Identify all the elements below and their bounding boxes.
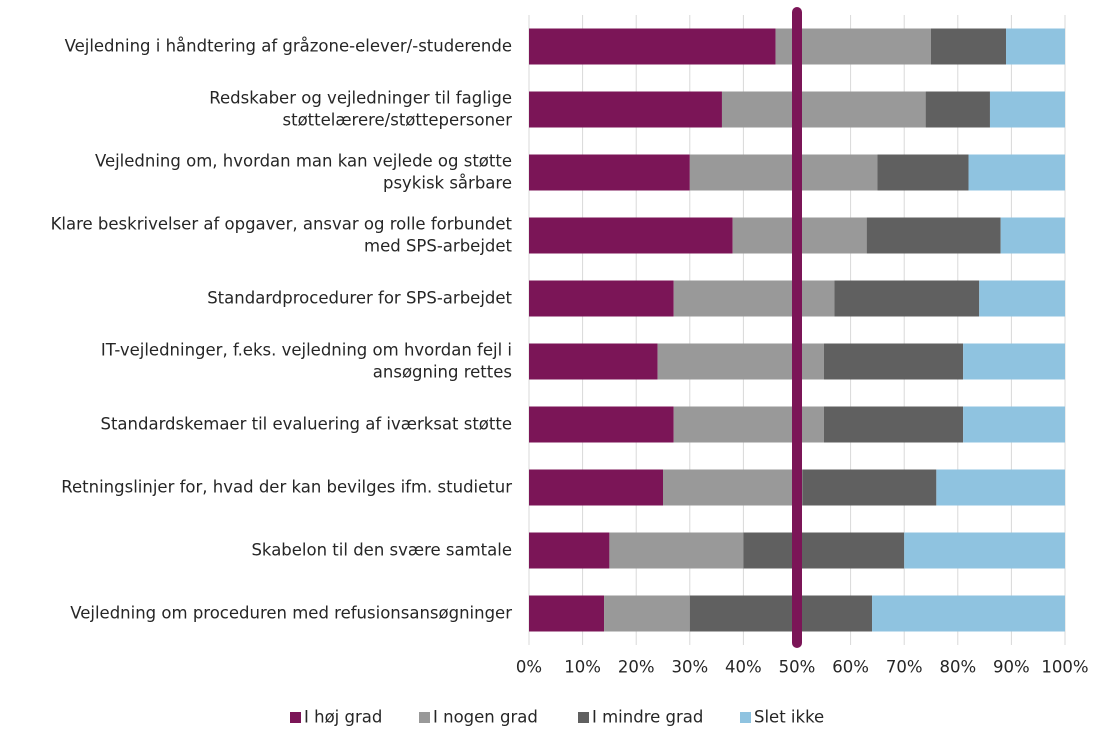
bar-segment xyxy=(877,154,969,191)
legend-swatch xyxy=(740,712,751,723)
bar-segment xyxy=(609,532,744,569)
category-label: Standardprocedurer for SPS-arbejdet xyxy=(207,288,512,307)
bar-segment xyxy=(925,91,990,128)
bar-segment xyxy=(968,154,1065,191)
x-tick-label: 30% xyxy=(671,658,708,677)
bar-segment xyxy=(802,469,937,506)
category-label: Retningslinjer for, hvad der kan bevilge… xyxy=(61,477,512,496)
bar-segment xyxy=(936,469,1065,506)
bar-segment xyxy=(1006,28,1065,65)
bar-segment xyxy=(963,343,1065,380)
bar-segment xyxy=(823,406,964,443)
category-label: IT-vejledninger, f.eks. vejledning om hv… xyxy=(101,340,512,381)
category-label: Redskaber og vejledninger til faglige stø… xyxy=(209,88,512,129)
legend-label: I høj grad xyxy=(304,708,382,727)
x-tick-label: 50% xyxy=(779,658,816,677)
x-tick-label: 90% xyxy=(993,658,1030,677)
bar-segment xyxy=(673,280,835,317)
legend-label: Slet ikke xyxy=(754,708,824,727)
x-tick-label: 0% xyxy=(516,658,542,677)
bar-segment xyxy=(529,28,776,65)
legend-label: I nogen grad xyxy=(433,708,538,727)
category-label: Skabelon til den svære samtale xyxy=(251,540,512,559)
bar-segment xyxy=(529,154,690,191)
bar-segment xyxy=(529,91,722,128)
bar-segment xyxy=(529,595,605,632)
bar-segment xyxy=(529,217,733,254)
bar-segment xyxy=(529,469,663,506)
legend-swatch xyxy=(578,712,589,723)
bar-segment xyxy=(721,91,926,128)
bar-segment xyxy=(989,91,1065,128)
legend-swatch xyxy=(290,712,301,723)
bar-segment xyxy=(904,532,1065,569)
bar-segment xyxy=(979,280,1065,317)
bar-segment xyxy=(834,280,980,317)
category-label: Vejledning i håndtering af gråzone-eleve… xyxy=(65,36,512,55)
bar-segment xyxy=(689,154,878,191)
bar-segment xyxy=(529,406,674,443)
bar-segment xyxy=(963,406,1065,443)
bar-segment xyxy=(1000,217,1065,254)
x-tick-label: 70% xyxy=(886,658,923,677)
bar-segment xyxy=(663,469,803,506)
bar-segment xyxy=(931,28,1007,65)
bar-segment xyxy=(529,343,658,380)
category-label: Vejledning om proceduren med refusionsan… xyxy=(70,603,512,622)
x-tick-label: 10% xyxy=(564,658,601,677)
x-tick-label: 20% xyxy=(618,658,655,677)
category-label: Standardskemaer til evaluering af iværks… xyxy=(100,414,512,433)
bar-segment xyxy=(529,532,610,569)
x-tick-label: 100% xyxy=(1041,658,1088,677)
category-label: Klare beskrivelser af opgaver, ansvar og… xyxy=(51,214,513,255)
x-tick-label: 60% xyxy=(832,658,869,677)
bar-segment xyxy=(872,595,1065,632)
x-tick-label: 80% xyxy=(939,658,976,677)
x-tick-label: 40% xyxy=(725,658,762,677)
bar-segment xyxy=(529,280,674,317)
legend-swatch xyxy=(419,712,430,723)
bar-segment xyxy=(689,595,873,632)
legend-label: I mindre grad xyxy=(592,708,703,727)
bar-segment xyxy=(604,595,690,632)
bar-segment xyxy=(823,343,964,380)
bar-segment xyxy=(866,217,1001,254)
bar-segment xyxy=(743,532,905,569)
category-label: Vejledning om, hvordan man kan vejlede o… xyxy=(95,151,512,192)
